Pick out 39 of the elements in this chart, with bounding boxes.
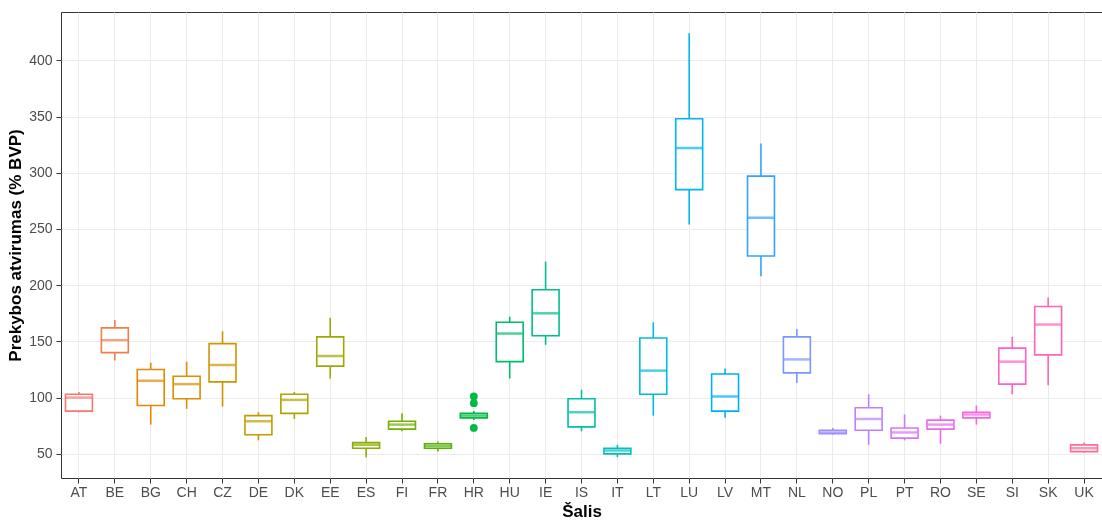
x-tick-label: CZ [213, 483, 233, 500]
x-tick-label: ES [356, 483, 376, 500]
x-tick-label: PT [895, 483, 914, 500]
x-tick-label: HR [463, 483, 484, 500]
x-tick-label: SE [967, 483, 986, 500]
x-tick-label: UK [1074, 483, 1095, 500]
x-tick-label: NL [787, 483, 807, 500]
y-tick-label: 100 [29, 389, 53, 406]
x-tick-label: SK [1038, 483, 1059, 500]
x-axis-title: Šalis [562, 501, 602, 521]
x-tick-label: IS [574, 483, 589, 500]
x-tick-label: FR [428, 483, 448, 500]
x-tick-label: DK [284, 483, 305, 500]
x-tick-label: LV [717, 483, 734, 500]
y-tick-label: 350 [29, 108, 53, 125]
x-tick-label: LT [645, 483, 662, 500]
y-tick-label: 150 [29, 332, 53, 349]
x-tick-label: SI [1005, 483, 1019, 500]
x-tick-label: IE [538, 483, 553, 500]
x-tick-label: BE [105, 483, 125, 500]
x-tick-label: NO [822, 483, 844, 500]
y-tick-label: 400 [29, 51, 53, 68]
x-tick-label: PL [860, 483, 878, 500]
y-tick-label: 250 [29, 220, 53, 237]
y-axis-title: Prekybos atvirumas (% BVP) [6, 129, 26, 362]
x-tick-label: FI [395, 483, 409, 500]
x-tick-label: HU [499, 483, 520, 500]
x-tick-label: LU [680, 483, 699, 500]
x-tick-label: IT [611, 483, 625, 500]
x-tick-label: CH [176, 483, 197, 500]
y-tick-label: 200 [29, 276, 53, 293]
y-tick-label: 50 [36, 445, 53, 462]
x-tick-label: AT [70, 483, 88, 500]
x-tick-label: BG [140, 483, 161, 500]
x-tick-label: EE [320, 483, 340, 500]
y-tick-label: 300 [29, 164, 53, 181]
x-tick-label: RO [929, 483, 952, 500]
x-tick-label: DE [248, 483, 269, 500]
x-tick-label: MT [750, 483, 772, 500]
